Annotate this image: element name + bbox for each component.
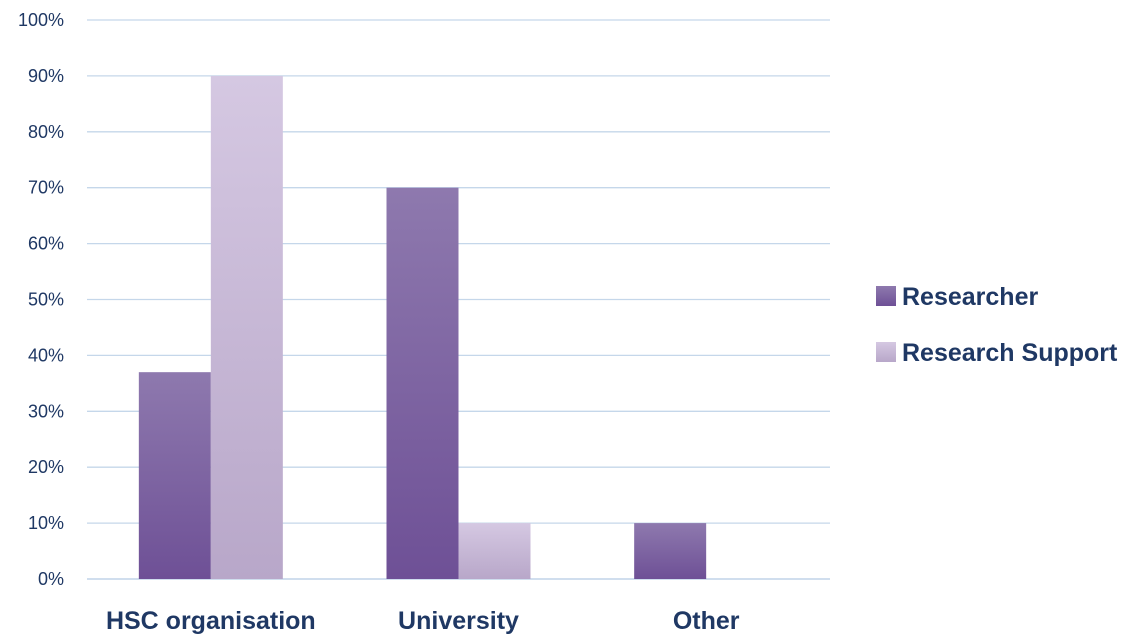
x-category-label: University	[398, 607, 519, 635]
legend-label-researcher: Researcher	[902, 283, 1038, 311]
bar-research-support-0	[210, 75, 283, 580]
y-tick-label: 40%	[28, 345, 64, 365]
y-tick-label: 100%	[18, 10, 64, 30]
y-tick-label: 90%	[28, 66, 64, 86]
y-tick-label: 70%	[28, 178, 64, 198]
x-category-label: HSC organisation	[106, 607, 316, 635]
y-tick-label: 60%	[28, 234, 64, 254]
bar-research-support-1	[458, 523, 531, 579]
legend: Researcher Research Support	[876, 283, 1118, 367]
bar-researcher-1	[386, 187, 459, 579]
x-axis-category-labels: HSC organisation University Other	[106, 607, 740, 635]
y-tick-label: 10%	[28, 513, 64, 533]
y-tick-label: 50%	[28, 290, 64, 310]
y-tick-label: 0%	[38, 569, 64, 589]
x-category-label: Other	[673, 607, 740, 635]
bar-researcher-0	[138, 372, 211, 579]
y-tick-label: 20%	[28, 457, 64, 477]
y-axis-tick-labels: 0% 10% 20% 30% 40% 50% 60% 70% 80% 90% 100%	[18, 10, 64, 589]
bar-researcher-2	[634, 523, 707, 579]
bars	[138, 75, 707, 580]
legend-swatch-research-support	[876, 342, 896, 362]
y-tick-label: 30%	[28, 401, 64, 421]
legend-label-research-support: Research Support	[902, 339, 1118, 367]
legend-swatch-researcher	[876, 286, 896, 306]
y-tick-label: 80%	[28, 122, 64, 142]
